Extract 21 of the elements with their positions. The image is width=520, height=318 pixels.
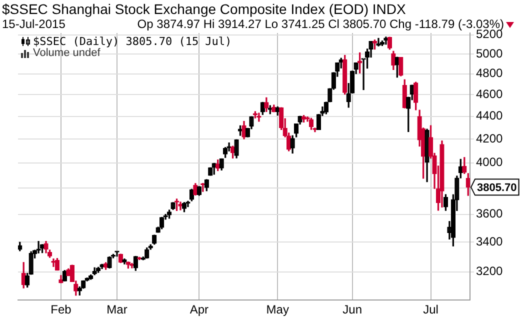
text: 3805.70	[477, 182, 517, 194]
y-tick-label: 4800	[476, 66, 504, 80]
chart-subtitle: Op 3874.97 Hi 3914.27 Lo 3741.25 Cl 3805.70 Chg -118.79 (-3.03%)	[137, 17, 504, 31]
y-tick-label: 4000	[476, 155, 504, 170]
y-tick-label: 3600	[476, 206, 504, 221]
x-tick-label: Jun	[342, 302, 362, 317]
y-tick-label: 4600	[476, 87, 504, 102]
text: 15-Jul-2015	[2, 17, 66, 31]
x-tick-label: Apr	[190, 302, 209, 317]
y-tick-label: 3400	[476, 234, 504, 248]
x-tick-label: Jul	[423, 302, 438, 317]
y-tick-label: 4400	[476, 108, 504, 123]
x-tick-label: Mar	[106, 302, 128, 317]
annotation: Volume undef	[33, 47, 100, 59]
x-tick-label: Feb	[50, 302, 72, 317]
annotation: $SSEC (Daily) 3805.70 (15 Jul)	[33, 35, 232, 48]
y-tick-label: 4200	[476, 131, 504, 146]
chart-title: $SSEC Shanghai Stock Exchange Composite Index (EOD) INDX	[2, 1, 406, 17]
y-tick-label: 3200	[476, 264, 504, 278]
x-tick-label: May	[266, 302, 289, 317]
y-tick-label: 5000	[476, 46, 504, 60]
